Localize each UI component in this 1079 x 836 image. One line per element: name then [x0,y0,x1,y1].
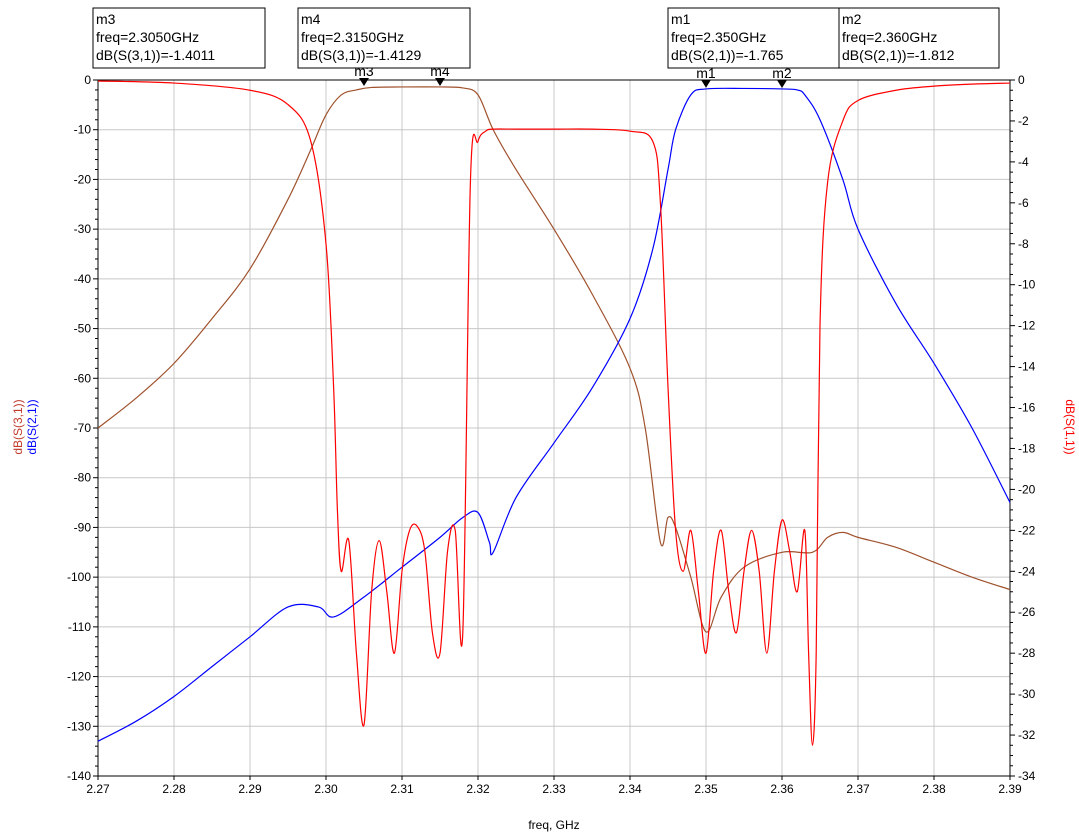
right-tick-label: -28 [1018,646,1036,660]
right-tick-label: -2 [1018,114,1029,128]
right-tick-label: -8 [1018,237,1029,251]
x-tick-label: 2.34 [618,782,642,796]
right-axis-ticks: 0 -2 -4 -6 -8 -10 -12 -14 -16 -18 -20 -22 -24 -26 -28 -… [1010,73,1036,783]
left-tick-label: -120 [67,670,91,684]
marker-readout-line: m3 [96,11,116,27]
x-tick-label: 2.30 [314,782,338,796]
marker-readout-m1: m1 freq=2.350GHz dB(S(2,1))=-1.765 [667,7,841,69]
marker-readout-line: freq=2.3150GHz [301,29,404,45]
left-tick-label: -50 [74,322,92,336]
marker-readout-box [838,7,1000,69]
left-tick-label: -140 [67,769,91,783]
left-tick-label: -30 [74,222,92,236]
marker-triangle-m3 [359,77,369,86]
left-tick-label: -70 [74,421,92,435]
x-tick-label: 2.28 [162,782,186,796]
right-tick-label: -30 [1018,687,1036,701]
left-tick-label: -40 [74,272,92,286]
left-tick-label: -100 [67,570,91,584]
marker-readout-line: dB(S(2,1))=-1.765 [671,47,784,63]
right-tick-label: -24 [1018,564,1036,578]
series-line-db-s-1-1- [97,80,1011,746]
right-tick-label: -6 [1018,196,1029,210]
series-line-db-s-2-1- [97,87,1011,742]
right-tick-label: -16 [1018,401,1036,415]
x-tick-label: 2.32 [466,782,490,796]
left-tick-label: -90 [74,520,92,534]
right-tick-label: -12 [1018,319,1036,333]
left-tick-label: -10 [74,123,92,137]
left-axis-label-s31: dB(S(3,1)) [11,399,25,454]
right-tick-label: -34 [1018,769,1036,783]
marker-triangle-m2 [777,80,787,89]
x-tick-label: 2.31 [390,782,414,796]
right-tick-label: -18 [1018,441,1036,455]
right-tick-label: -14 [1018,360,1036,374]
x-axis-label: freq, GHz [528,818,579,832]
left-tick-label: -130 [67,719,91,733]
grid-lines [97,79,1011,777]
x-tick-label: 2.39 [998,782,1022,796]
x-tick-label: 2.27 [86,782,110,796]
marker-readout-box [297,7,471,69]
left-tick-label: -20 [74,172,92,186]
marker-readout-box [667,7,841,69]
left-axis-ticks: 0 -10 -20 -30 -40 -50 -60 -70 -80 -90 -100 -110 -120… [67,73,98,783]
marker-readout-line: dB(S(2,1))=-1.812 [842,47,955,63]
marker-readout-line: dB(S(3,1))=-1.4129 [301,47,421,63]
left-tick-label: -110 [68,620,91,634]
marker-readout-m3: m3 freq=2.3050GHz dB(S(3,1))=-1.4011 [92,7,266,69]
x-axis-ticks: 2.27 2.28 2.29 2.30 2.31 2.32 2.33 2.34 2.35 2.36… [86,776,1022,796]
marker-readout-line: m1 [671,11,691,27]
x-tick-label: 2.33 [542,782,566,796]
x-tick-label: 2.29 [238,782,262,796]
x-tick-label: 2.36 [770,782,794,796]
left-tick-label: -60 [74,371,92,385]
marker-readout-m4: m4 freq=2.3150GHz dB(S(3,1))=-1.4129 [297,7,471,69]
x-tick-label: 2.35 [694,782,718,796]
marker-readout-line: dB(S(3,1))=-1.4011 [96,47,215,63]
right-tick-label: -22 [1018,523,1036,537]
x-tick-label: 2.37 [846,782,870,796]
right-axis-label-s11: dB(S(1,1)) [1063,399,1077,454]
right-tick-label: -26 [1018,605,1036,619]
x-tick-label: 2.38 [922,782,946,796]
marker-readout-line: freq=2.350GHz [671,29,766,45]
marker-triangle-m4 [435,78,445,87]
left-tick-label: -80 [74,471,92,485]
marker-triangle-m1 [701,79,711,88]
marker-label-m2: m2 [772,65,792,81]
right-tick-label: -20 [1018,482,1036,496]
right-tick-label: 0 [1018,73,1025,87]
marker-readout-line: freq=2.3050GHz [96,29,199,45]
marker-readout-m2: m2 freq=2.360GHz dB(S(2,1))=-1.812 [838,7,1000,69]
right-tick-label: -32 [1018,728,1036,742]
marker-label-m1: m1 [696,65,716,81]
series-line-db-s-3-1- [97,86,1011,633]
series-curves [97,80,1011,746]
marker-readout-line: m4 [301,11,321,27]
marker-readout-line: freq=2.360GHz [842,29,937,45]
right-tick-label: -10 [1018,278,1036,292]
marker-readout-box [92,7,266,69]
left-axis-label-s21: dB(S(2,1)) [25,399,39,454]
left-tick-label: 0 [84,73,91,87]
marker-readout-line: m2 [842,11,862,27]
right-tick-label: -4 [1018,155,1029,169]
